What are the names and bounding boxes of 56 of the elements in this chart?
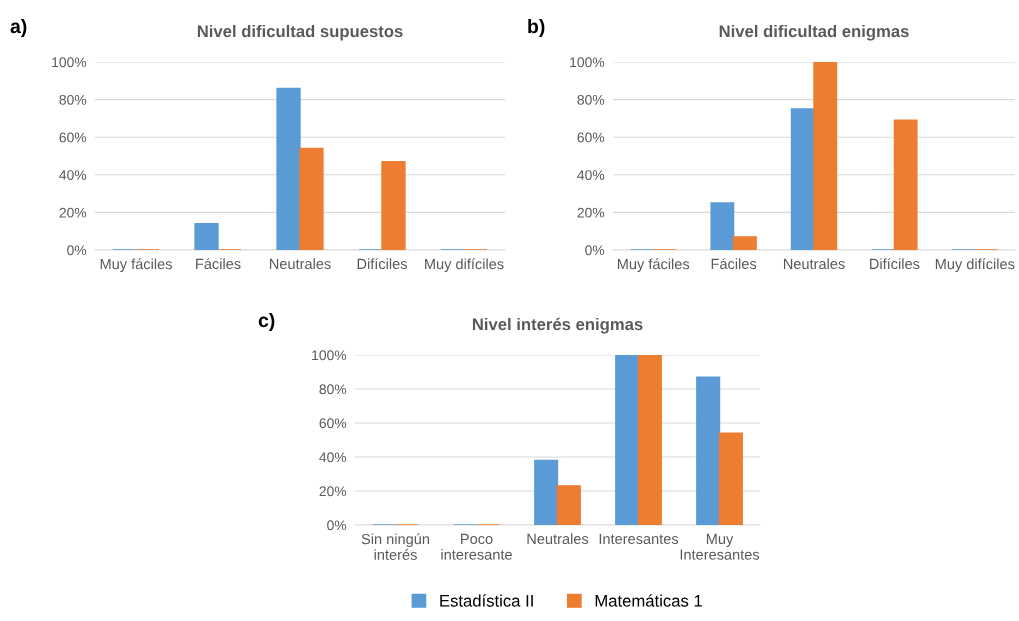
- y-tick-label: 0%: [67, 245, 87, 256]
- bar: [534, 459, 559, 525]
- y-tick-label: 60%: [577, 132, 605, 143]
- x-tick-label: Poco interesante: [441, 533, 512, 560]
- bar: [893, 119, 918, 250]
- x-tick-label: Interesantes: [599, 533, 679, 545]
- y-tick-label: 40%: [319, 452, 347, 463]
- y-tick-label: 20%: [319, 486, 347, 497]
- x-tick-label: Muy fáciles: [617, 258, 690, 273]
- bar: [637, 355, 662, 525]
- text: b): [528, 18, 545, 38]
- x-tick-label: Muy difíciles: [425, 258, 504, 273]
- y-tick-label: 20%: [59, 207, 87, 218]
- y-tick-label: 60%: [319, 418, 347, 429]
- chart-title: Nivel interés enigmas: [472, 317, 643, 334]
- chart-title: Nivel dificultad enigmas: [719, 24, 909, 41]
- y-tick-label: 100%: [570, 57, 605, 68]
- x-tick-label: Neutrales: [783, 258, 845, 270]
- x-tick-label: Muy Interesantes: [680, 533, 760, 560]
- x-tick-label: Difíciles: [870, 258, 920, 270]
- bar: [299, 147, 324, 250]
- bar: [194, 222, 219, 250]
- x-tick-label: Sin ningún interés: [361, 533, 430, 560]
- y-tick-label: 20%: [577, 207, 605, 218]
- x-tick-label: Muy fáciles: [100, 258, 172, 273]
- legend-label: Estadística II: [440, 594, 533, 607]
- x-tick-label: Fáciles: [196, 258, 241, 270]
- y-tick-label: 100%: [52, 57, 87, 68]
- bar: [556, 485, 581, 525]
- bar: [790, 108, 815, 250]
- x-tick-label: Muy difíciles: [935, 258, 1015, 273]
- bar: [615, 355, 640, 525]
- y-tick-label: 60%: [59, 132, 87, 143]
- text: a): [10, 18, 27, 38]
- y-tick-label: 80%: [319, 384, 347, 395]
- y-tick-label: 100%: [312, 350, 347, 361]
- x-tick-label: Difíciles: [357, 258, 407, 270]
- bar: [718, 432, 743, 525]
- x-tick-label: Neutrales: [269, 258, 331, 270]
- y-tick-label: 40%: [59, 170, 87, 180]
- legend-label: Matemáticas 1: [595, 594, 702, 607]
- y-tick-label: 0%: [585, 245, 605, 256]
- bar: [381, 160, 406, 250]
- bar: [732, 236, 757, 250]
- y-tick-label: 80%: [59, 94, 87, 105]
- chart-title: Nivel dificultad supuestos: [197, 24, 403, 41]
- bar: [696, 376, 721, 525]
- y-tick-label: 0%: [327, 520, 347, 531]
- y-tick-label: 80%: [577, 94, 605, 105]
- bar: [276, 87, 301, 250]
- y-tick-label: 40%: [577, 170, 605, 180]
- text: c): [258, 312, 275, 332]
- x-tick-label: Neutrales: [527, 533, 589, 545]
- bar: [710, 202, 735, 250]
- bar: [813, 62, 838, 250]
- x-tick-label: Fáciles: [711, 258, 757, 270]
